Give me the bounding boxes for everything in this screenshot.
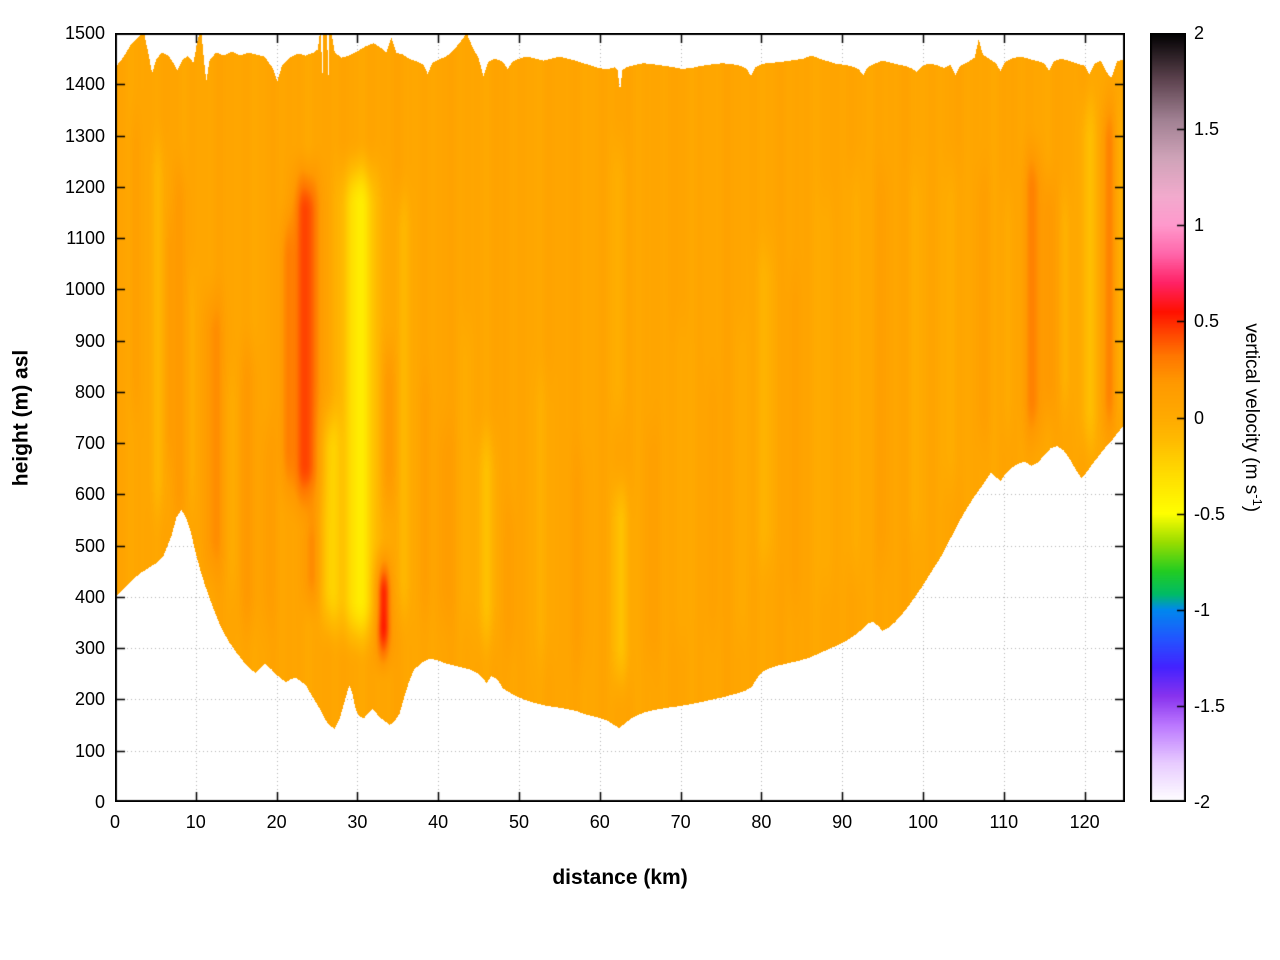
y-tick-label: 0: [94, 792, 105, 812]
x-tick-label: 10: [185, 812, 206, 832]
y-axis-label-wrap: height (m) asl: [4, 33, 38, 802]
y-tick-label: 200: [74, 689, 105, 710]
x-tick-label: 70: [670, 812, 691, 832]
colorbar-tick-label: 0.5: [1194, 311, 1220, 332]
y-tick-label: 700: [74, 433, 105, 454]
x-tick-label: 20: [266, 812, 287, 832]
colorbar-tick-label: -1: [1194, 599, 1211, 620]
y-tick-label: 1500: [64, 23, 105, 43]
y-tick-label: 1100: [66, 228, 105, 249]
y-tick-label: 300: [74, 638, 105, 659]
y-tick-label: 1200: [64, 176, 105, 197]
colorbar-tick-label: 1: [1194, 215, 1205, 236]
y-axis-label: height (m) asl: [9, 349, 33, 486]
colorbar-tick-label: -1.5: [1194, 695, 1226, 716]
y-tick-label: 1400: [64, 74, 105, 95]
y-tick-label: 1000: [64, 279, 105, 300]
colorbar-tick-label: -0.5: [1194, 503, 1226, 524]
colorbar-tick-label: 1.5: [1194, 119, 1220, 140]
y-tick-label: 600: [74, 484, 105, 505]
x-tick-label: 100: [907, 812, 939, 832]
x-axis-label: distance (km): [552, 866, 688, 889]
x-tick-label: 30: [347, 812, 368, 832]
x-tick-label: 40: [428, 812, 449, 832]
y-tick-label: 100: [74, 740, 105, 761]
colorbar-canvas: [1150, 33, 1186, 802]
y-tick-label: 500: [74, 535, 105, 556]
colorbar-tick-label: 0: [1194, 407, 1205, 428]
y-tick-label: 400: [74, 586, 105, 607]
x-tick-label: 90: [832, 812, 853, 832]
heatmap-canvas: [115, 33, 1125, 802]
x-tick-label: 110: [989, 812, 1019, 832]
x-tick-label: 60: [589, 812, 610, 832]
y-tick-label: 900: [74, 330, 105, 351]
y-tick-label: 1300: [64, 125, 105, 146]
y-tick-label: 800: [74, 381, 105, 402]
colorbar-tick-label: -2: [1194, 792, 1211, 812]
colorbar-tick-label: 2: [1194, 23, 1205, 43]
x-tick-label: 120: [1069, 812, 1100, 832]
x-tick-label: 50: [508, 812, 530, 832]
x-tick-label: 80: [751, 812, 772, 832]
x-tick-label: 0: [109, 812, 120, 832]
